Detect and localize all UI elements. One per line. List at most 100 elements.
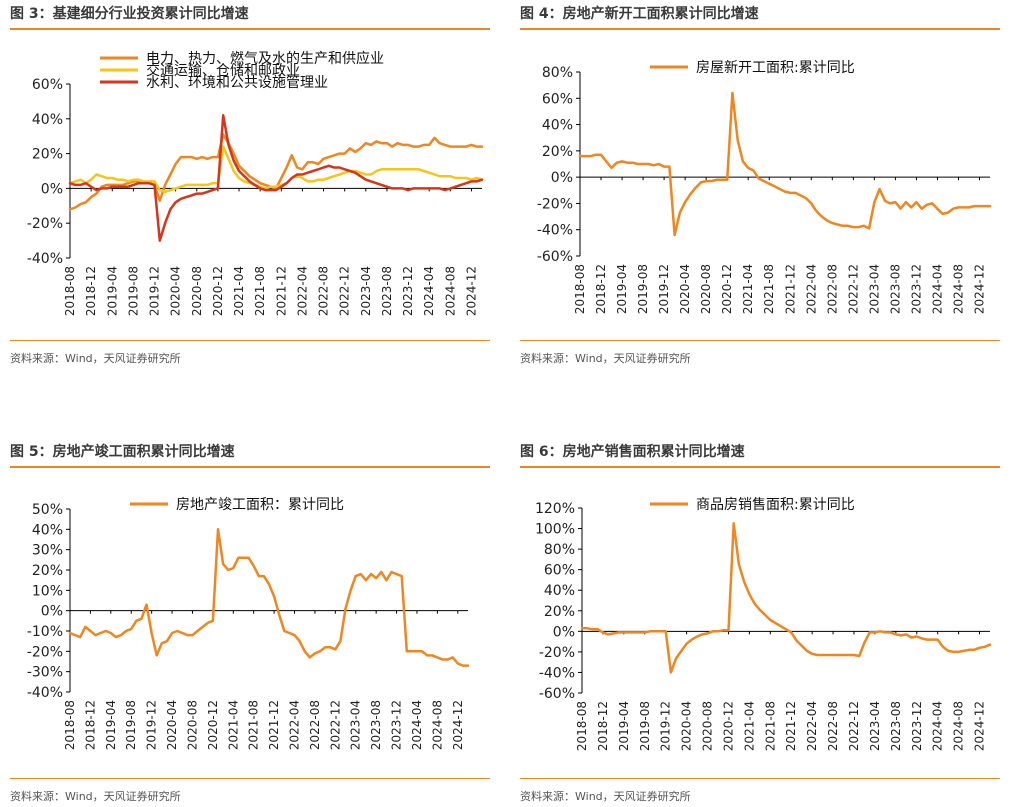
x-tick-label: 2018-12 — [83, 700, 97, 750]
panel-title: 图 6：房地产销售面积累计同比增速 — [520, 444, 745, 460]
y-tick-label: -10% — [27, 624, 63, 640]
series-line — [68, 114, 484, 242]
y-tick-label: 20% — [32, 147, 63, 163]
y-tick-label: -20% — [27, 644, 63, 660]
x-tick-label: 2020-04 — [680, 701, 694, 751]
y-tick-label: 10% — [32, 583, 63, 599]
legend-label: 水利、环境和公共设施管理业 — [146, 75, 328, 91]
x-tick-label: 2021-04 — [741, 264, 755, 314]
y-tick-label: 40% — [544, 583, 575, 599]
y-tick-label: 40% — [32, 112, 63, 128]
panel-title: 图 4：房地产新开工面积累计同比增速 — [520, 6, 759, 22]
x-tick-label: 2022-12 — [338, 266, 352, 316]
x-tick-label: 2022-08 — [317, 266, 331, 316]
x-tick-label: 2022-08 — [308, 700, 322, 750]
y-tick-label: -60% — [537, 249, 573, 265]
y-tick-label: -40% — [537, 223, 573, 239]
y-tick-label: -20% — [27, 216, 63, 232]
x-tick-label: 2018-12 — [84, 266, 98, 316]
x-tick-label: 2021-08 — [763, 701, 777, 751]
x-tick-label: 2019-04 — [104, 700, 118, 750]
x-tick-label: 2024-08 — [443, 266, 457, 316]
y-tick-label: -60% — [539, 686, 575, 702]
x-tick-label: 2022-08 — [825, 264, 839, 314]
legend-label: 交通运输、仓储和邮政业 — [146, 62, 300, 79]
y-tick-label: 50% — [32, 502, 63, 518]
x-tick-label: 2024-12 — [464, 266, 478, 316]
series-line — [68, 145, 484, 194]
x-tick-label: 2023-12 — [390, 700, 404, 750]
x-tick-label: 2021-08 — [247, 700, 261, 750]
x-tick-label: 2018-08 — [63, 700, 77, 750]
x-tick-label: 2019-08 — [126, 266, 140, 316]
x-tick-label: 2023-04 — [349, 700, 363, 750]
panel-title: 图 5：房地产竣工面积累计同比增速 — [10, 444, 235, 460]
y-tick-label: 20% — [32, 563, 63, 579]
x-tick-label: 2021-12 — [267, 700, 281, 750]
x-tick-label: 2021-12 — [784, 701, 798, 751]
source-rule — [520, 778, 1000, 779]
x-tick-label: 2018-12 — [594, 264, 608, 314]
x-tick-label: 2019-04 — [105, 266, 119, 316]
y-tick-label: 0% — [551, 170, 573, 186]
x-tick-label: 2022-08 — [826, 701, 840, 751]
y-tick-label: 40% — [32, 522, 63, 538]
x-tick-label: 2024-04 — [422, 266, 436, 316]
x-tick-label: 2018-08 — [63, 266, 77, 316]
x-tick-label: 2021-12 — [274, 266, 288, 316]
x-tick-label: 2023-08 — [889, 701, 903, 751]
panel-fig3: 图 3：基建细分行业投资累计同比增速 60% 40% 20% 0% -20% -40% 20… — [10, 0, 490, 380]
x-tick-label: 2019-08 — [124, 700, 138, 750]
x-tick-label: 2024-12 — [451, 700, 465, 750]
x-tick-label: 2024-12 — [973, 701, 987, 751]
x-tick-label: 2024-04 — [931, 701, 945, 751]
x-tick-label: 2021-12 — [783, 264, 797, 314]
x-tick-label: 2022-04 — [805, 701, 819, 751]
y-tick-label: -40% — [27, 685, 63, 701]
x-tick-label: 2020-08 — [699, 264, 713, 314]
series-line — [68, 133, 484, 211]
y-tick-label: 120% — [535, 501, 575, 517]
title-rule — [10, 28, 490, 30]
x-tick-label: 2022-04 — [295, 266, 309, 316]
x-tick-label: 2024-08 — [430, 700, 444, 750]
source-note: 资料来源：Wind，天风证券研究所 — [520, 352, 691, 365]
x-tick-label: 2024-08 — [951, 264, 965, 314]
x-tick-label: 2023-04 — [359, 266, 373, 316]
source-rule — [10, 340, 490, 341]
source-note: 资料来源：Wind，天风证券研究所 — [520, 790, 691, 803]
legend-label: 房屋新开工面积:累计同比 — [696, 60, 855, 76]
x-tick-label: 2021-08 — [762, 264, 776, 314]
legend-label: 电力、热力、燃气及水的生产和供应业 — [146, 50, 384, 67]
x-tick-label: 2020-12 — [211, 266, 225, 316]
y-tick-label: 80% — [544, 542, 575, 558]
title-rule — [10, 466, 490, 468]
x-tick-label: 2019-12 — [657, 264, 671, 314]
x-tick-label: 2020-04 — [165, 700, 179, 750]
panel-fig4: 图 4：房地产新开工面积累计同比增速 80% 60% 40% 20% 0% -20% -40… — [520, 0, 1000, 380]
x-tick-label: 2023-04 — [868, 701, 882, 751]
x-tick-label: 2023-08 — [888, 264, 902, 314]
x-tick-label: 2024-04 — [930, 264, 944, 314]
x-tick-label: 2022-12 — [328, 700, 342, 750]
x-tick-label: 2020-08 — [190, 266, 204, 316]
y-tick-label: 20% — [544, 604, 575, 620]
legend-label: 房地产竣工面积：累计同比 — [176, 497, 344, 513]
title-rule — [520, 466, 1000, 468]
x-tick-label: 2023-12 — [909, 264, 923, 314]
x-tick-label: 2020-12 — [720, 264, 734, 314]
y-tick-label: -20% — [539, 645, 575, 661]
y-tick-label: 80% — [542, 65, 573, 81]
x-tick-label: 2020-08 — [185, 700, 199, 750]
x-tick-label: 2023-08 — [369, 700, 383, 750]
y-tick-label: 0% — [41, 604, 63, 620]
y-tick-label: -40% — [27, 251, 63, 267]
y-tick-label: 20% — [542, 144, 573, 160]
y-tick-label: 40% — [542, 118, 573, 134]
x-tick-label: 2021-08 — [253, 266, 267, 316]
series-line — [580, 522, 992, 674]
x-tick-label: 2019-04 — [617, 701, 631, 751]
x-tick-label: 2023-04 — [867, 264, 881, 314]
legend-label: 商品房销售面积:累计同比 — [696, 497, 855, 513]
source-note: 资料来源：Wind，天风证券研究所 — [10, 352, 181, 365]
